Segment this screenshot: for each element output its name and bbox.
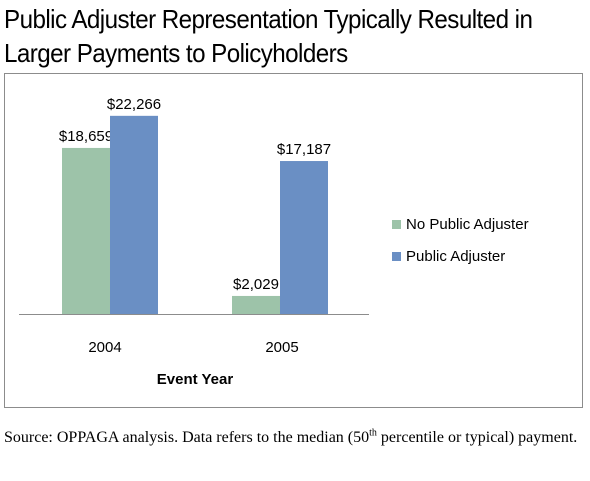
data-label: $2,029 [233, 276, 279, 293]
bar-2004-no-public-adjuster [62, 147, 110, 314]
chart-title-line-1: Public Adjuster Representation Typically… [4, 4, 533, 34]
source-note-text: Source: OPPAGA analysis. Data refers to … [4, 429, 370, 446]
x-tick-label: 2005 [265, 339, 298, 356]
data-label: $22,266 [107, 96, 161, 113]
chart-title-line-2: Larger Payments to Policyholders [4, 38, 348, 68]
legend-label: No Public Adjuster [406, 216, 529, 233]
bar-2004-public-adjuster [110, 115, 158, 314]
data-label: $17,187 [277, 141, 331, 158]
bar-chart: $18,659 $2,029 $22,266 $17,187 2004 2005 Event… [19, 96, 529, 388]
legend-label: Public Adjuster [406, 248, 505, 265]
chart-frame: $18,659 $2,029 $22,266 $17,187 2004 2005 Event… [4, 73, 583, 408]
legend-swatch [392, 220, 401, 229]
source-note-text-end: percentile or typical) payment. [376, 429, 578, 446]
x-axis-title: Event Year [157, 371, 234, 388]
chart-title: Public Adjuster Representation Typically… [4, 2, 545, 70]
legend-swatch [392, 252, 401, 261]
x-tick-label: 2004 [88, 339, 121, 356]
data-label: $18,659 [59, 128, 113, 145]
bar-2005-public-adjuster [280, 161, 328, 314]
source-note-superscript: th [369, 427, 377, 439]
bar-2005-no-public-adjuster [232, 295, 280, 314]
source-note: Source: OPPAGA analysis. Data refers to … [4, 426, 586, 450]
